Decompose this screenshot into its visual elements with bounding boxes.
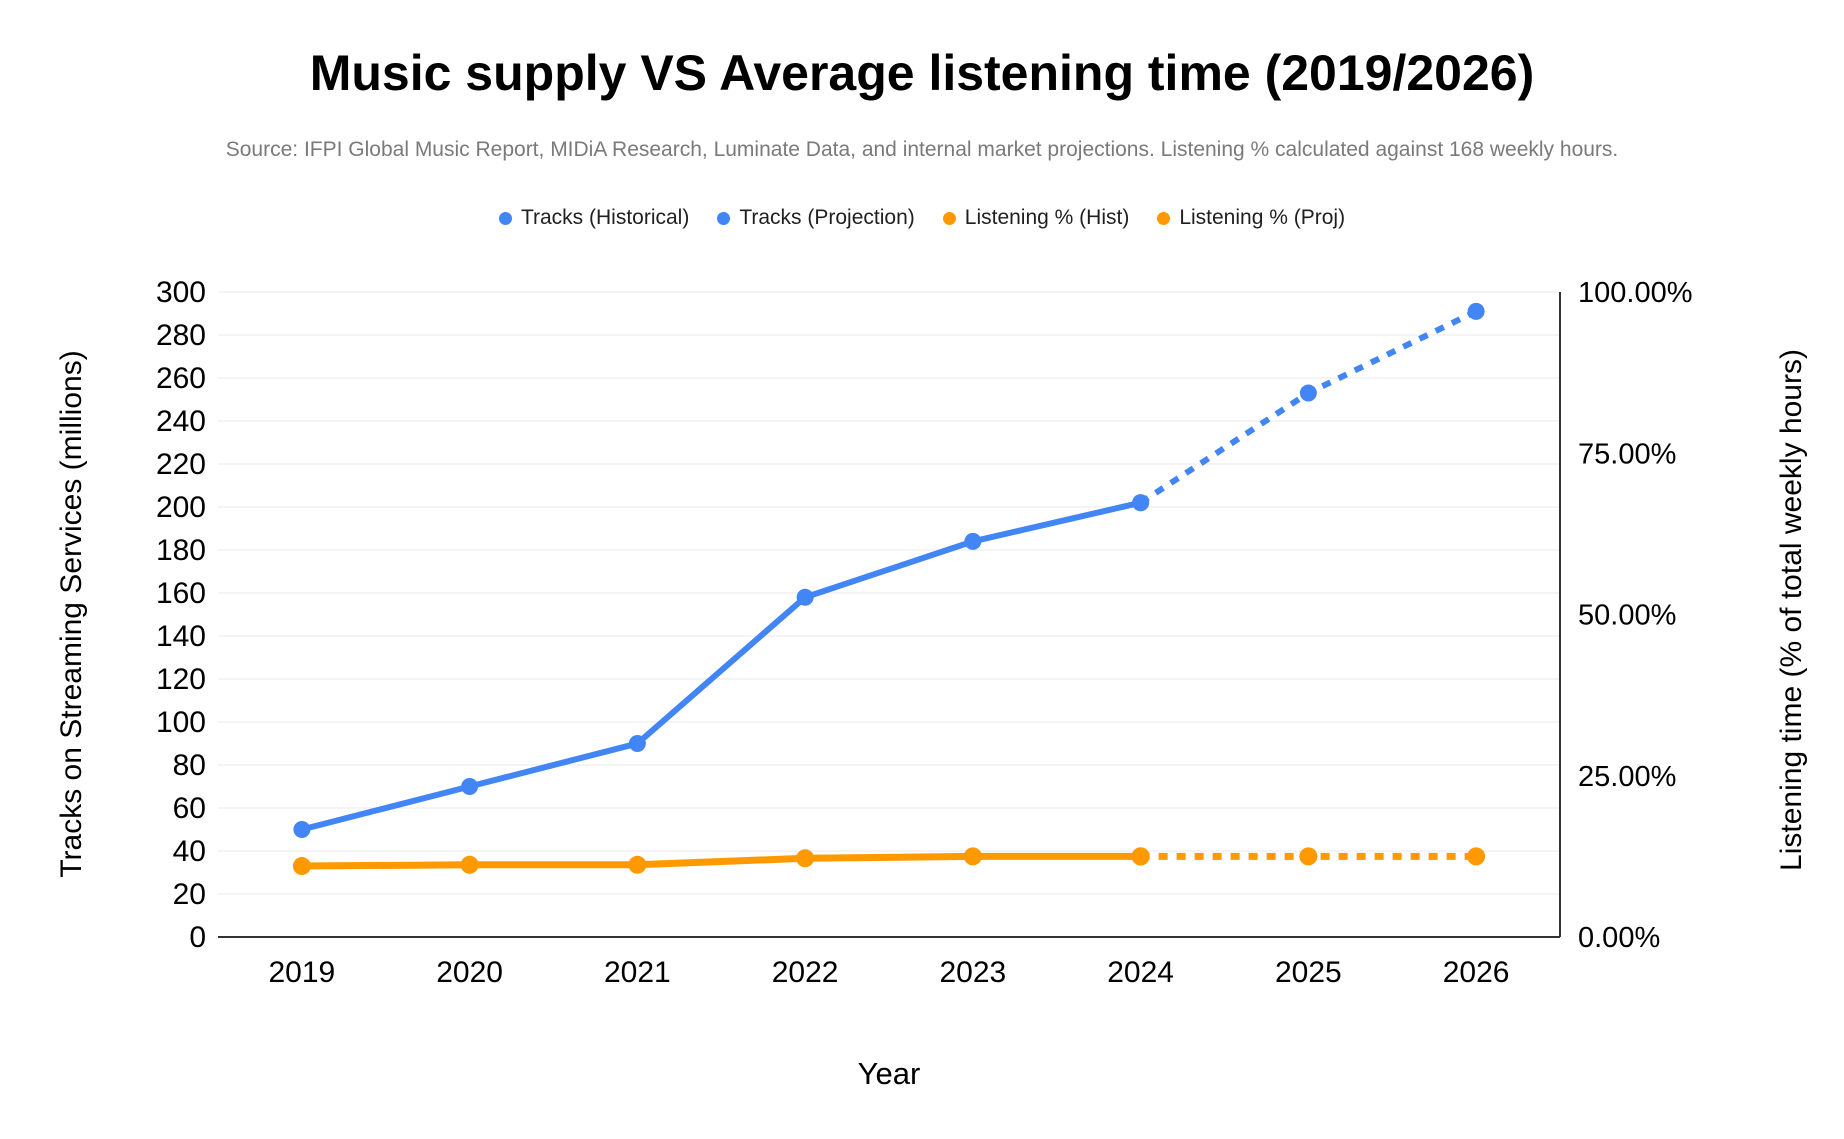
data-point xyxy=(1132,494,1150,512)
data-point xyxy=(1299,384,1317,402)
left-axis-tick-label: 0 xyxy=(189,921,206,954)
x-axis-tick-label: 2020 xyxy=(436,956,503,989)
left-axis-tick-label: 180 xyxy=(156,534,206,567)
x-axis-tick-label: 2021 xyxy=(604,956,671,989)
right-axis-tick-label: 0.00% xyxy=(1578,922,1660,954)
left-axis-title: Tracks on Streaming Services (millions) xyxy=(55,350,88,878)
data-point xyxy=(628,855,647,874)
left-axis-tick-label: 200 xyxy=(156,491,206,524)
left-axis-tick-label: 260 xyxy=(156,362,206,395)
left-axis-tick-label: 160 xyxy=(156,577,206,610)
legend-marker-icon xyxy=(498,211,512,225)
data-point xyxy=(628,735,646,752)
data-point xyxy=(964,532,982,550)
legend-item-listening-proj: Listening % (Proj) xyxy=(1157,206,1345,230)
data-point xyxy=(1467,847,1486,866)
left-axis-tick-label: 300 xyxy=(156,276,206,309)
left-axis-tick-label: 80 xyxy=(173,749,206,782)
series-line xyxy=(301,499,1142,833)
x-axis-tick-label: 2025 xyxy=(1275,956,1342,989)
data-point xyxy=(1467,302,1485,320)
legend-marker-icon xyxy=(717,211,731,225)
data-point xyxy=(460,855,479,874)
right-axis-tick-label: 75.00% xyxy=(1578,438,1676,470)
x-axis-title: Year xyxy=(857,1056,921,1091)
left-axis-tick-label: 60 xyxy=(173,792,206,825)
right-axis-tick-label: 100.00% xyxy=(1578,277,1693,309)
data-point xyxy=(1131,847,1150,866)
left-axis-tick-label: 220 xyxy=(156,448,206,481)
legend-label: Tracks (Historical) xyxy=(520,206,690,229)
data-point xyxy=(963,847,982,866)
legend-marker-icon xyxy=(942,211,956,225)
right-axis-tick-label: 50.00% xyxy=(1578,600,1676,632)
data-point xyxy=(796,588,814,606)
legend-label: Tracks (Projection) xyxy=(739,206,915,229)
series-line xyxy=(1138,308,1478,506)
series-line xyxy=(301,852,1141,870)
legend-item-listening-hist: Listening % (Hist) xyxy=(942,206,1130,230)
chart-subtitle: Source: IFPI Global Music Report, MIDiA … xyxy=(225,138,1619,161)
data-point xyxy=(292,857,311,876)
chart-title: Music supply VS Average listening time (… xyxy=(309,45,1535,101)
x-axis-tick-label: 2023 xyxy=(940,956,1007,989)
right-axis-tick-label: 25.00% xyxy=(1578,761,1676,793)
legend-label: Listening % (Proj) xyxy=(1179,206,1346,229)
x-axis-tick-label: 2022 xyxy=(772,956,839,989)
data-point xyxy=(461,778,479,795)
legend-item-tracks-historical: Tracks (Historical) xyxy=(498,206,690,230)
x-axis-tick-label: 2026 xyxy=(1443,956,1510,989)
x-axis-tick-label: 2019 xyxy=(269,956,336,989)
left-axis-tick-label: 100 xyxy=(156,706,206,739)
x-axis-tick-label: 2024 xyxy=(1107,956,1174,989)
left-axis-tick-label: 40 xyxy=(173,835,206,868)
right-axis-title: Listening time (% of total weekly hours) xyxy=(1775,349,1808,871)
data-point xyxy=(1299,847,1318,866)
left-axis-tick-label: 120 xyxy=(156,663,206,696)
legend-marker-icon xyxy=(1157,211,1171,225)
left-axis-tick-label: 280 xyxy=(156,319,206,352)
chart-legend: Tracks (Historical) Tracks (Projection) … xyxy=(0,206,1844,230)
legend-label: Listening % (Hist) xyxy=(964,206,1130,229)
data-point xyxy=(796,849,815,868)
left-axis-tick-label: 240 xyxy=(156,405,206,438)
left-axis-tick-label: 140 xyxy=(156,620,206,653)
left-axis-tick-label: 20 xyxy=(173,878,206,911)
legend-item-tracks-projection: Tracks (Projection) xyxy=(717,206,915,230)
data-point xyxy=(293,821,311,838)
